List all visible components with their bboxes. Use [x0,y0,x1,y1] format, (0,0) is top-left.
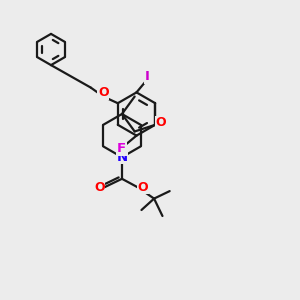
Text: O: O [98,86,109,99]
Text: O: O [137,181,148,194]
Text: O: O [155,116,166,129]
Text: F: F [117,142,126,155]
Text: O: O [94,181,105,194]
Text: N: N [116,151,128,164]
Text: I: I [145,70,149,83]
